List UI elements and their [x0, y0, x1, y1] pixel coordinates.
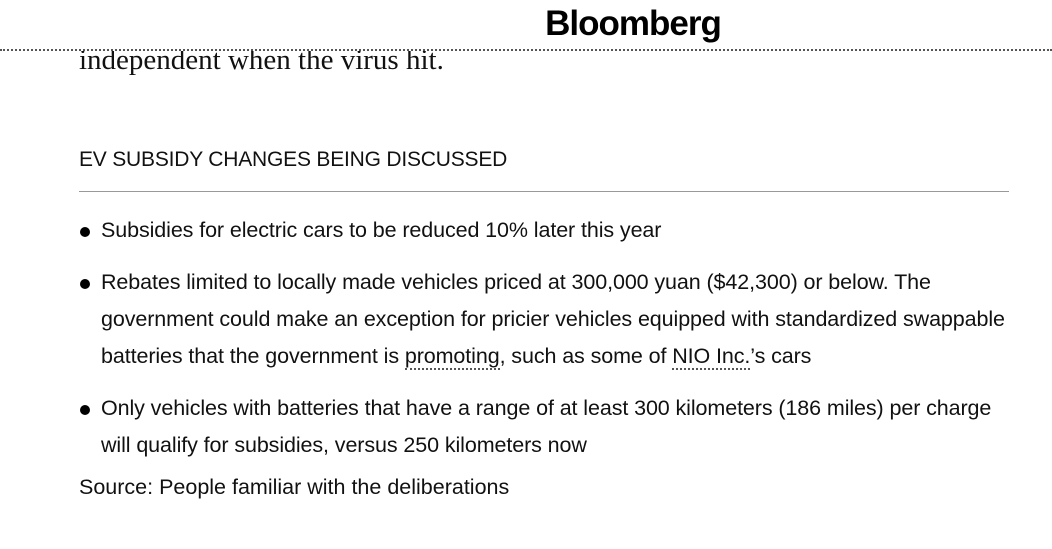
bullet-list: Subsidies for electric cars to be reduce… [79, 212, 1009, 464]
section-heading: EV SUBSIDY CHANGES BEING DISCUSSED [79, 148, 1009, 192]
source: Source: People familiar with the deliber… [79, 475, 510, 499]
bullet-text: Rebates limited to locally made vehicles… [101, 270, 1005, 368]
bullet-item: Only vehicles with batteries that have a… [79, 390, 1009, 464]
link[interactable]: NIO Inc. [672, 344, 751, 370]
bullet-text: ’s cars [750, 344, 812, 368]
logo[interactable]: Bloomberg [545, 4, 722, 43]
bullet-text: Subsidies for electric cars to be reduce… [101, 218, 662, 242]
subsidy-box: EV SUBSIDY CHANGES BEING DISCUSSED Subsi… [79, 148, 1009, 506]
header: Bloomberg [0, 0, 1052, 51]
bullet-text: Only vehicles with batteries that have a… [101, 396, 992, 457]
link[interactable]: promoting [404, 344, 500, 370]
bullet-text: , such as some of [499, 344, 673, 368]
bullet-item: Rebates limited to locally made vehicles… [79, 264, 1009, 375]
bullet-item: Subsidies for electric cars to be reduce… [79, 212, 1009, 249]
